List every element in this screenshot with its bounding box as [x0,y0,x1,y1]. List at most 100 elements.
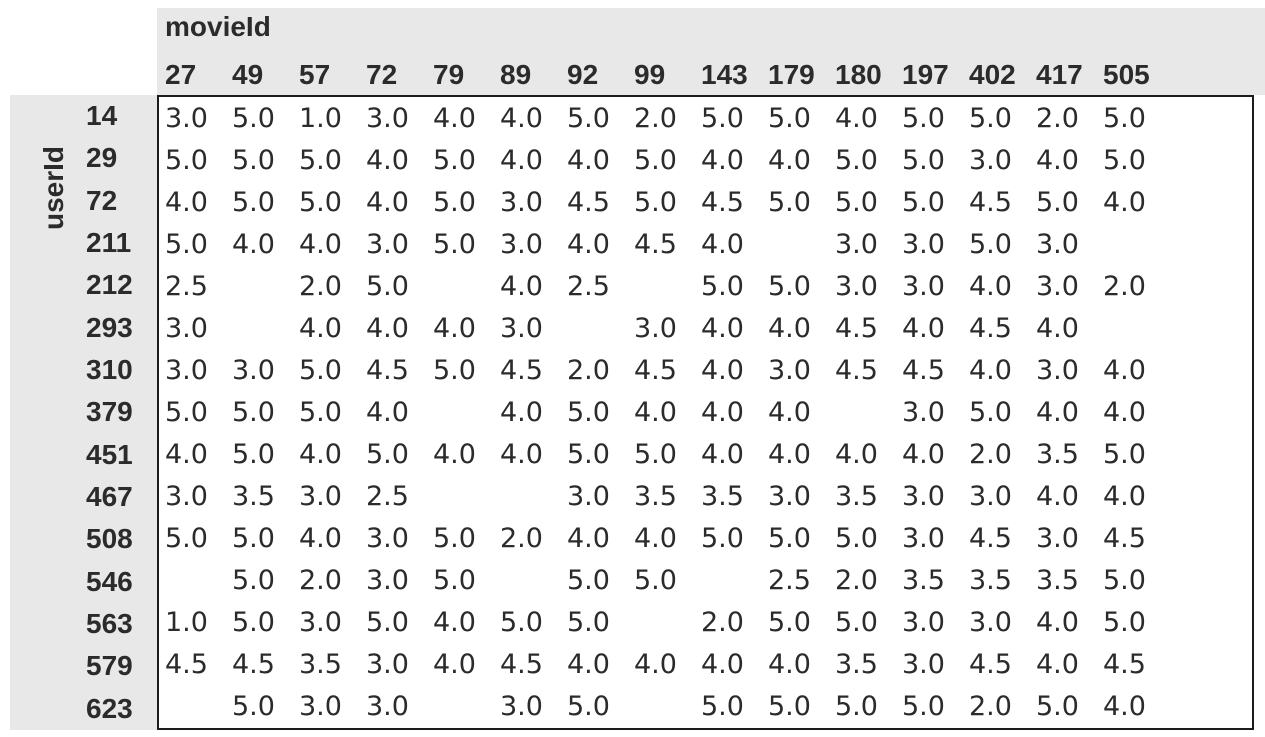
rating-cell: 4.0 [701,649,744,681]
rating-cell: 3.5 [299,649,342,681]
row-id: 211 [86,227,132,259]
rating-cell: 4.0 [1103,396,1146,428]
column-id: 57 [299,59,331,90]
rating-cell: 5.0 [634,186,677,218]
rating-cell: 5.0 [969,228,1012,260]
rating-cell: 5.0 [969,396,1012,428]
empty-cell [634,602,701,644]
rating-cell: 3.0 [500,312,543,344]
rating-cell: 4.0 [1036,649,1079,681]
rating-cell: 3.0 [1036,270,1079,302]
rating-cell: 5.0 [567,396,610,428]
rating-cell: 4.0 [1103,186,1146,218]
rating-cell: 4.0 [1036,607,1079,639]
rating-cell: 5.0 [567,439,610,471]
rating-cell: 3.0 [366,523,409,555]
rating-cell: 2.0 [299,270,342,302]
rating-cell: 3.0 [902,649,945,681]
row-ids-column: 14 29 72 211 212 293 310 379 451 467 508 546 563 579 6… [10,95,157,730]
column-id: 505 [1103,59,1150,90]
rating-cell: 5.0 [969,102,1012,134]
rating-cell: 5.0 [232,691,275,723]
rating-cell: 5.0 [433,354,476,386]
rating-cell: 2.0 [1036,102,1079,134]
row-id: 467 [86,481,133,513]
rating-cell: 4.0 [500,144,543,176]
column-ids-row: 27 49 57 72 79 89 92 99 143 179 180 197 402 417 505 [165,59,1170,91]
empty-cell [165,686,232,728]
rating-cell: 1.0 [299,102,342,134]
rating-cell: 5.0 [232,439,275,471]
empty-cell [433,265,500,307]
rating-cell: 5.0 [299,186,342,218]
rating-cell: 3.0 [902,481,945,513]
rating-cell: 3.0 [1036,523,1079,555]
rating-cell: 5.0 [902,691,945,723]
rating-cell: 5.0 [902,186,945,218]
rating-cell: 3.0 [969,607,1012,639]
rating-cell: 5.0 [433,523,476,555]
rating-cell: 3.0 [165,481,208,513]
rating-cell: 4.0 [299,523,342,555]
column-id: 180 [835,59,882,90]
rating-cell: 3.0 [835,228,878,260]
rating-cell: 4.0 [500,439,543,471]
rating-cell: 3.0 [366,691,409,723]
rating-cell: 5.0 [165,228,208,260]
row-id: 508 [86,523,133,555]
row-id: 212 [86,269,133,301]
rating-cell: 5.0 [902,144,945,176]
rating-cell: 3.0 [902,228,945,260]
rating-cell: 5.0 [232,144,275,176]
row-axis-label: userId [38,145,69,231]
rating-cell: 4.0 [500,270,543,302]
empty-cell [634,265,701,307]
rating-cell: 2.5 [165,270,208,302]
empty-cell [433,476,500,518]
rating-cell: 5.0 [1103,439,1146,471]
row-id: 293 [86,311,133,343]
rating-cell: 2.0 [969,439,1012,471]
rating-cell: 5.0 [701,102,744,134]
rating-cell: 2.0 [835,565,878,597]
rating-cell: 4.0 [634,649,677,681]
rating-cell: 4.5 [969,186,1012,218]
rating-cell: 4.5 [500,649,543,681]
rating-cell: 4.5 [500,354,543,386]
empty-cell [500,476,567,518]
rating-cell: 5.0 [232,565,275,597]
column-id: 49 [232,59,264,90]
rating-cell: 4.0 [835,102,878,134]
rating-cell: 3.0 [1036,354,1079,386]
rating-cell: 3.0 [366,649,409,681]
rating-cell: 3.0 [969,144,1012,176]
row-id: 579 [86,650,133,682]
rating-cell: 4.0 [969,270,1012,302]
empty-cell [232,307,299,349]
column-id: 179 [768,59,815,90]
rating-cell: 4.0 [433,102,476,134]
rating-cell: 5.0 [768,186,811,218]
rating-cell: 3.5 [835,481,878,513]
column-id: 89 [500,59,532,90]
empty-cell [701,560,768,602]
rating-cell: 4.0 [232,228,275,260]
rating-cell: 5.0 [1036,691,1079,723]
rating-cell: 3.0 [902,523,945,555]
rating-cell: 5.0 [835,186,878,218]
rating-cell: 3.0 [299,607,342,639]
rating-cell: 5.0 [768,691,811,723]
rating-cell: 2.5 [366,481,409,513]
rating-cell: 5.0 [567,607,610,639]
rating-cell: 4.5 [835,312,878,344]
empty-cell [433,391,500,433]
rating-cell: 1.0 [165,607,208,639]
rating-cell: 4.0 [299,312,342,344]
row-header-band: 14 29 72 211 212 293 310 379 451 467 508 546 563 579 6… [10,95,157,730]
rating-cell: 4.0 [969,354,1012,386]
rating-cell: 3.0 [768,481,811,513]
rating-cell: 5.0 [1036,186,1079,218]
rating-cell: 3.5 [232,481,275,513]
rating-cell: 4.5 [1103,649,1146,681]
